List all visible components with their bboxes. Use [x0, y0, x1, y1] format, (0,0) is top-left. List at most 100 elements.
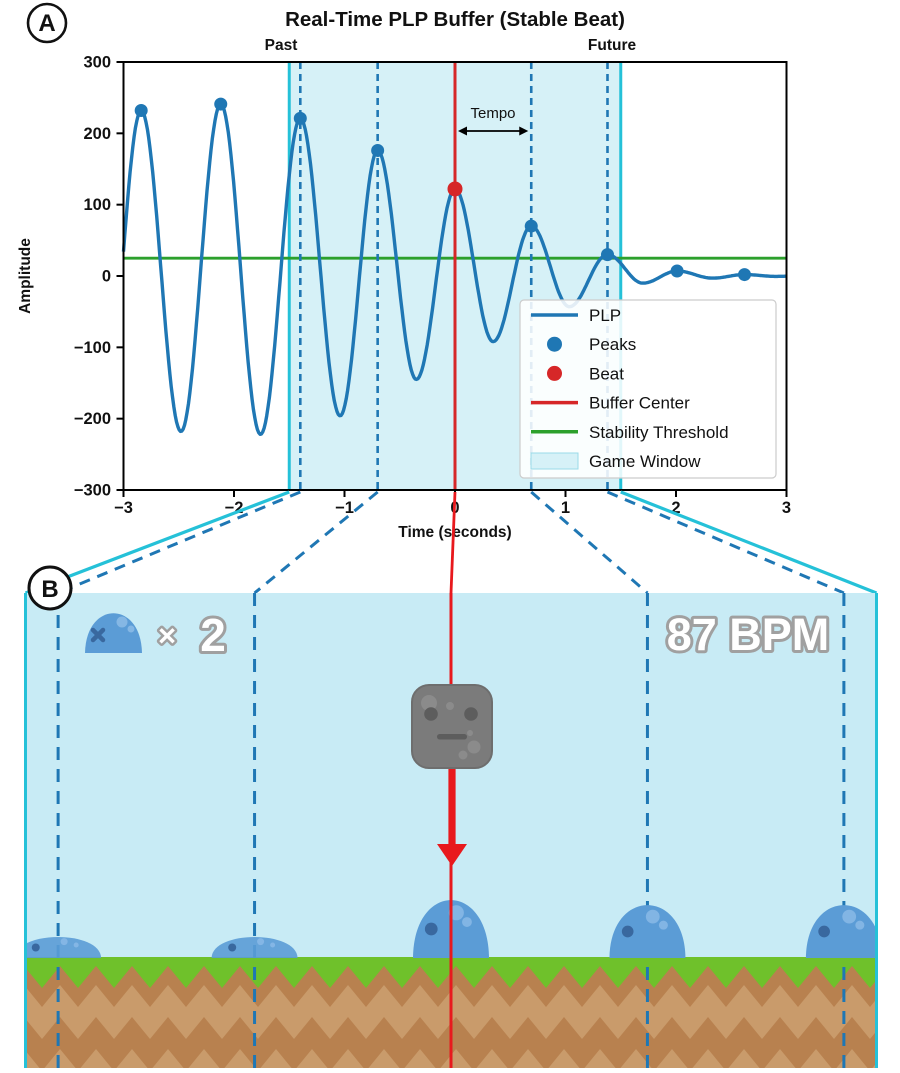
slime-idle: [805, 905, 878, 958]
tempo-annotation-label: Tempo: [470, 105, 515, 122]
slime-eye: [424, 922, 438, 936]
hud-slime-body: [85, 613, 142, 653]
legend-label-stability-threshold: Stability Threshold: [589, 423, 729, 442]
drop-arrow-shaft: [448, 769, 456, 846]
legend-game-window-swatch: [530, 452, 579, 470]
future-label: Future: [588, 37, 637, 54]
panel-b-badge: B: [27, 565, 73, 611]
chart-title: Real-Time PLP Buffer (Stable Beat): [285, 8, 625, 31]
slime-squashed: [211, 937, 298, 958]
slime-highlight: [645, 909, 660, 924]
beat-connector: [57, 490, 301, 595]
rock-character-mouth: [437, 734, 467, 740]
hud-slime-highlight: [127, 625, 135, 633]
peak-dot: [600, 248, 614, 262]
slime-highlight: [842, 909, 857, 924]
y-tick-label: 100: [83, 196, 111, 214]
slime-body: [805, 905, 878, 958]
peak-dot: [371, 143, 385, 157]
peak-dot: [670, 264, 684, 278]
rock-character-left-eye: [424, 707, 438, 721]
game-hud: × 2 87 BPM: [85, 606, 832, 664]
x-tick-label: −1: [335, 499, 354, 517]
slime-body: [24, 937, 102, 958]
panel-b-badge-circle: [27, 565, 73, 611]
legend-label-plp: PLP: [589, 306, 621, 325]
y-tick-label: 0: [102, 268, 111, 286]
peak-dot: [293, 111, 307, 125]
slime-eye: [228, 943, 237, 952]
panel-connectors: [24, 490, 878, 595]
slime-highlight: [73, 942, 79, 948]
slime-highlight: [658, 920, 668, 930]
legend-label-beat: Beat: [589, 364, 624, 383]
y-axis-label: Amplitude: [17, 238, 34, 314]
x-tick-label: 3: [782, 499, 791, 517]
rock-character: [411, 684, 493, 769]
center-connector: [449, 491, 457, 594]
rock-character-right-eye: [464, 707, 478, 721]
slime-highlight: [270, 942, 276, 948]
slime-highlight: [257, 938, 265, 946]
legend-beat-dot-swatch: [547, 365, 562, 381]
panel-b-badge-letter: B: [41, 576, 58, 603]
grass-strip: [24, 957, 878, 988]
y-tick-label: 200: [83, 125, 111, 143]
y-tick-label: −300: [74, 482, 111, 500]
rock-character-spot: [446, 702, 454, 710]
slime-counter-value: 2: [200, 609, 226, 661]
slime-counter-times-symbol: ×: [158, 618, 176, 653]
rock-character-spot: [467, 740, 481, 754]
game-panel: × 2 87 BPM: [24, 593, 878, 1068]
beat-dot: [447, 181, 463, 197]
slime-counter-icon: [85, 613, 142, 653]
window-connector-right: [620, 490, 878, 595]
x-tick-label: −3: [114, 499, 133, 517]
x-axis-label: Time (seconds): [398, 524, 511, 541]
slime-highlight: [448, 905, 464, 921]
panel-a-badge-circle: [26, 2, 68, 44]
beat-connector: [606, 490, 845, 595]
legend-label-buffer-center: Buffer Center: [589, 394, 690, 413]
past-label: Past: [265, 37, 298, 54]
rock-character-spot: [458, 750, 468, 760]
slime-body: [609, 905, 686, 958]
y-tick-label: −200: [74, 410, 111, 428]
slime-squashed: [24, 937, 102, 958]
peak-dot: [738, 268, 752, 282]
slime-body: [211, 937, 298, 958]
legend-peaks-dot-swatch: [547, 336, 562, 352]
slime-eye: [818, 925, 830, 938]
slime-highlight: [855, 920, 865, 930]
slime-highlight: [60, 938, 68, 946]
slime-eye: [31, 943, 40, 952]
tempo-arrow-right-head: [519, 126, 529, 136]
window-connector-left: [24, 490, 290, 595]
hud-slime-eye-x: [90, 627, 106, 643]
rock-character-spot: [421, 695, 437, 711]
x-tick-label: 1: [561, 499, 570, 517]
beat-connector: [530, 490, 649, 595]
legend-box: [519, 299, 777, 479]
peak-dot: [214, 97, 228, 111]
bpm-indicator: 87 BPM: [667, 609, 830, 660]
chart-legend: PLP Peaks Beat Buffer Center Stability T…: [519, 299, 777, 479]
panel-a-badge-letter: A: [38, 10, 55, 37]
panel-a-badge: A: [26, 2, 68, 44]
rock-character-spot: [467, 730, 473, 736]
y-tick-label: 300: [83, 54, 111, 72]
legend-label-game-window: Game Window: [589, 452, 701, 471]
x-tick-label: 2: [671, 499, 680, 517]
slime-highlight: [462, 917, 472, 927]
legend-label-peaks: Peaks: [589, 335, 636, 354]
slime-eye: [621, 925, 634, 938]
beat-connector: [253, 490, 379, 595]
y-tick-label: −100: [74, 339, 111, 357]
peak-dot: [134, 104, 148, 118]
tempo-arrow-left-head: [458, 126, 467, 136]
drop-arrow-head: [437, 844, 467, 866]
